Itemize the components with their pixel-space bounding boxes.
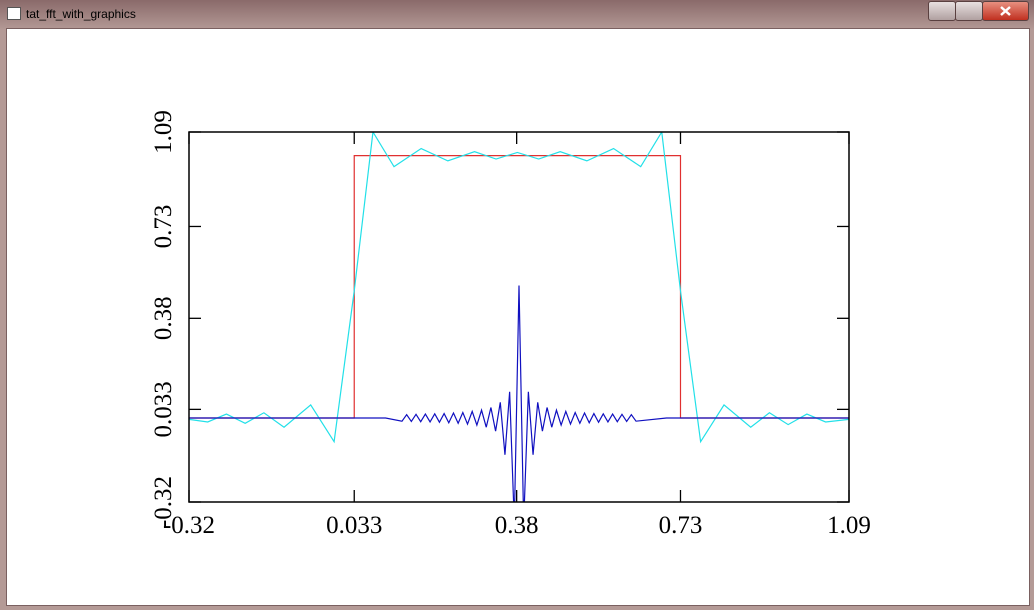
y-tick-label: 0.033 bbox=[150, 381, 177, 437]
x-tick-label: 0.033 bbox=[326, 512, 382, 539]
plot-lines bbox=[189, 132, 849, 502]
window-title: tat_fft_with_graphics bbox=[26, 7, 136, 21]
y-tick-label: 0.38 bbox=[150, 296, 177, 340]
window-icon bbox=[7, 7, 21, 20]
y-tick-label: -0.32 bbox=[150, 476, 177, 528]
series-line bbox=[189, 132, 849, 444]
close-button[interactable] bbox=[982, 1, 1029, 21]
close-icon bbox=[1000, 6, 1011, 16]
client-area: -0.32 0.033 0.38 0.73 1.09 -0.32 0.033 0.38 0.73… bbox=[6, 28, 1030, 606]
y-tick-label: 1.09 bbox=[150, 110, 177, 154]
maximize-button[interactable] bbox=[955, 1, 983, 21]
minimize-button[interactable] bbox=[928, 1, 956, 21]
series-line bbox=[189, 285, 849, 502]
x-tick-label: 0.73 bbox=[659, 512, 703, 539]
y-tick-label: 0.73 bbox=[150, 205, 177, 249]
x-tick-label: 0.38 bbox=[495, 512, 539, 539]
x-tick-label: 1.09 bbox=[827, 512, 871, 539]
chart: -0.32 0.033 0.38 0.73 1.09 -0.32 0.033 0.38 0.73… bbox=[150, 110, 871, 539]
title-bar: tat_fft_with_graphics bbox=[0, 0, 1034, 28]
x-tick-label: -0.32 bbox=[163, 512, 215, 539]
plot-frame bbox=[188, 131, 850, 503]
